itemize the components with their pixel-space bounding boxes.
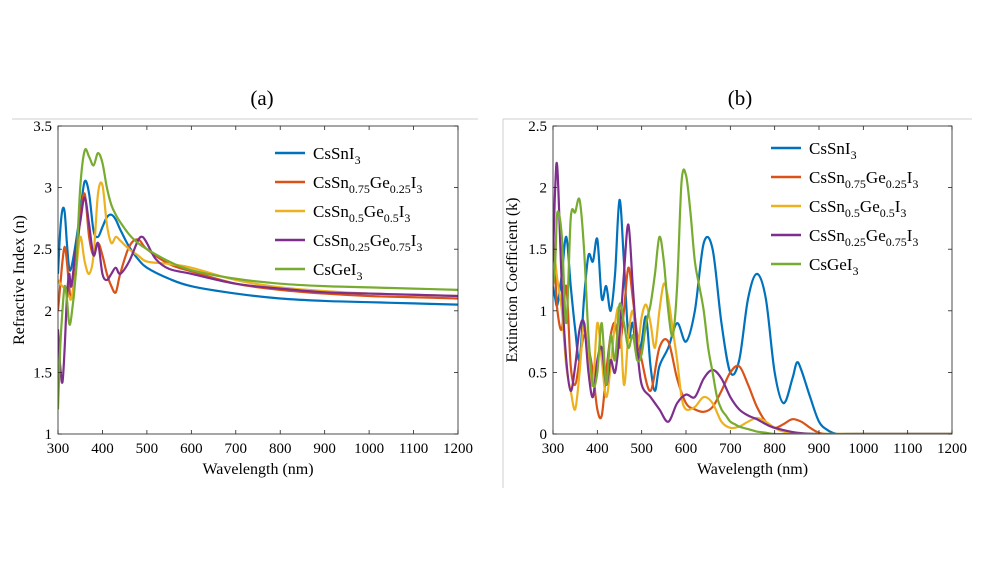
y-tick-label: 2 bbox=[540, 181, 548, 197]
legend: CsSnI3 CsSn0.75Ge0.25I3 CsSn0.5Ge0.5I3 CsSn… bbox=[771, 139, 918, 278]
y-tick-label: 2.5 bbox=[528, 119, 547, 135]
y-tick-label: 2.5 bbox=[33, 242, 52, 258]
legend-label-sn75: CsSn0.75Ge0.25I3 bbox=[313, 173, 422, 196]
legend-label-sn75: CsSn0.75Ge0.25I3 bbox=[809, 168, 918, 191]
y-tick-label: 0.5 bbox=[528, 365, 547, 381]
y-tick-label: 1.5 bbox=[528, 242, 547, 258]
x-tick-label: 1100 bbox=[893, 441, 922, 457]
y-tick-label: 2 bbox=[45, 304, 53, 320]
x-tick-label: 600 bbox=[675, 441, 698, 457]
x-tick-label: 500 bbox=[136, 441, 159, 457]
legend-label-sn25: CsSn0.25Ge0.75I3 bbox=[313, 231, 422, 254]
x-tick-label: 800 bbox=[269, 441, 292, 457]
x-tick-label: 700 bbox=[225, 441, 248, 457]
legend-label-sn50: CsSn0.5Ge0.5I3 bbox=[313, 202, 410, 225]
legend-label-ge: CsGeI3 bbox=[809, 255, 858, 278]
legend-label-sn25: CsSn0.25Ge0.75I3 bbox=[809, 226, 918, 249]
series-line-ge bbox=[553, 168, 952, 434]
x-tick-label: 1000 bbox=[354, 441, 384, 457]
y-tick-label: 0 bbox=[540, 427, 548, 443]
y-tick-label: 1 bbox=[45, 427, 53, 443]
panel-a-refractive-index: (a) 300 400 500 600 700 800 900 1000 1100 1200 1 1.5… bbox=[11, 86, 473, 478]
y-tick-label: 1 bbox=[540, 304, 548, 320]
series-line-sn50 bbox=[58, 181, 458, 301]
x-tick-label: 400 bbox=[91, 441, 114, 457]
x-tick-label: 700 bbox=[719, 441, 742, 457]
x-tick-label: 300 bbox=[542, 441, 565, 457]
y-axis-label: Refractive Index (n) bbox=[11, 215, 28, 345]
y-tick-label: 1.5 bbox=[33, 365, 52, 381]
legend-label-ge: CsGeI3 bbox=[313, 260, 362, 283]
series-group bbox=[58, 147, 458, 410]
x-tick-label: 1100 bbox=[399, 441, 428, 457]
y-tick-label: 3 bbox=[45, 181, 53, 197]
legend: CsSnI3 CsSn0.75Ge0.25I3 CsSn0.5Ge0.5I3 CsSn… bbox=[275, 144, 422, 283]
legend-label-sn: CsSnI3 bbox=[313, 144, 361, 167]
panel-label: (b) bbox=[728, 86, 753, 110]
x-tick-label: 600 bbox=[180, 441, 203, 457]
x-tick-label: 300 bbox=[47, 441, 70, 457]
x-tick-label: 900 bbox=[313, 441, 336, 457]
x-tick-label: 400 bbox=[586, 441, 609, 457]
x-tick-label: 800 bbox=[763, 441, 786, 457]
panel-b-extinction-coefficient: (b) 300 400 500 600 700 800 900 1000 1100 1200 0 0.5… bbox=[504, 86, 967, 478]
y-axis-label: Extinction Coefficient (k) bbox=[504, 198, 521, 363]
x-tick-label: 1200 bbox=[443, 441, 473, 457]
x-axis-label: Wavelength (nm) bbox=[202, 461, 313, 478]
x-axis-label: Wavelength (nm) bbox=[697, 461, 808, 478]
series-line-sn25 bbox=[553, 161, 952, 434]
series-group bbox=[553, 161, 952, 434]
axes-frame bbox=[552, 125, 953, 435]
panel-label: (a) bbox=[250, 86, 273, 110]
x-tick-label: 900 bbox=[808, 441, 831, 457]
y-tick-label: 3.5 bbox=[33, 119, 52, 135]
series-line-sn25 bbox=[58, 196, 458, 384]
legend-label-sn50: CsSn0.5Ge0.5I3 bbox=[809, 197, 906, 220]
axes-frame bbox=[57, 125, 459, 435]
x-tick-label: 500 bbox=[630, 441, 653, 457]
x-tick-label: 1000 bbox=[848, 441, 878, 457]
series-line-ge bbox=[58, 147, 458, 410]
x-tick-label: 1200 bbox=[937, 441, 967, 457]
legend-label-sn: CsSnI3 bbox=[809, 139, 857, 162]
